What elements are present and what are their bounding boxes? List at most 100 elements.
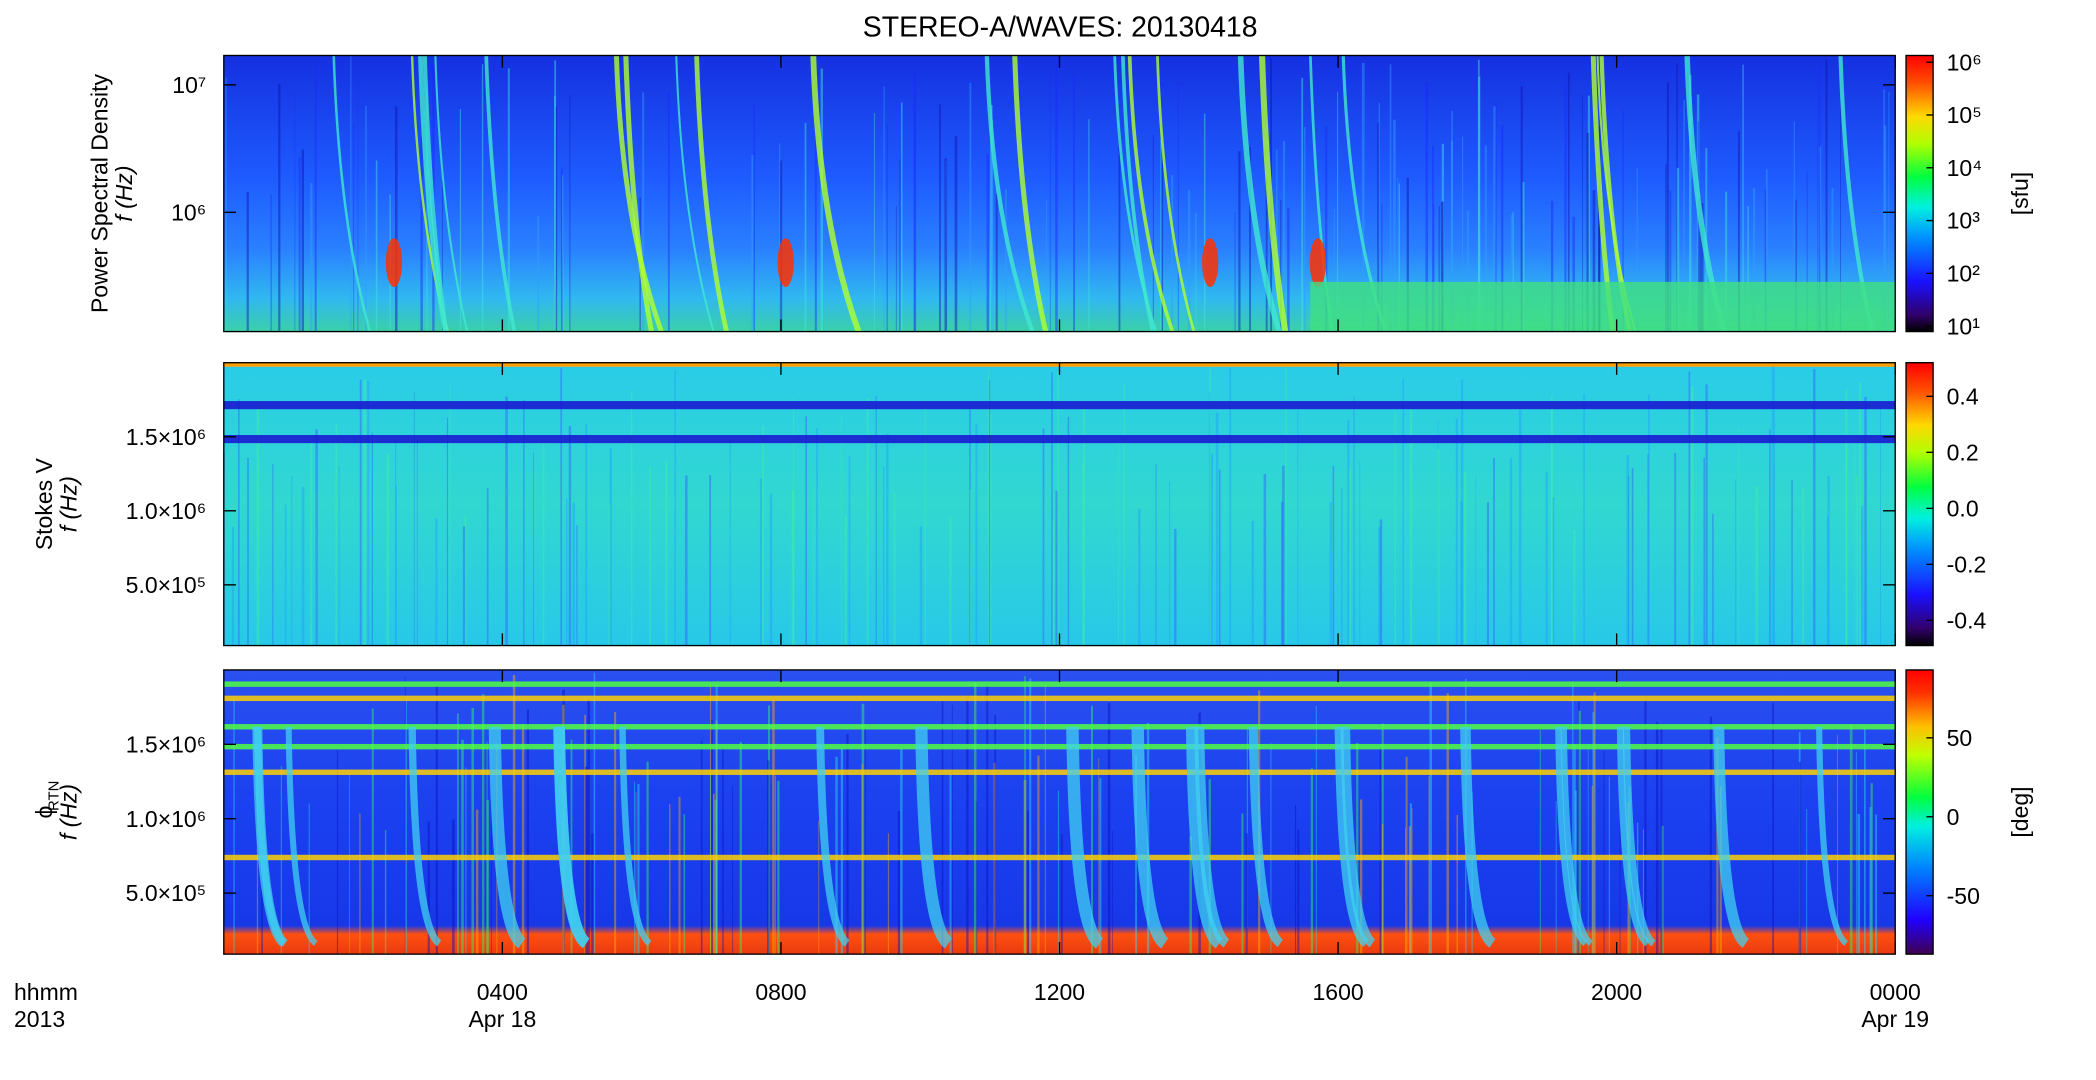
burst	[434, 55, 469, 332]
burst	[623, 55, 654, 333]
y-tick-label: 5.0×10⁵	[126, 572, 207, 598]
colorbar-tick-label: -50	[1947, 883, 1980, 909]
burst	[984, 55, 1035, 333]
burst	[385, 238, 403, 287]
y-tick-label: 1.0×10⁶	[126, 806, 206, 832]
burst	[1202, 238, 1219, 287]
x-tick-label: 0400	[477, 979, 528, 1005]
colorbar	[1905, 669, 1934, 955]
spectrogram-panel	[223, 362, 1896, 647]
y-axis-label: Power Spectral Density	[86, 74, 112, 314]
burst	[1012, 55, 1049, 333]
burst	[777, 238, 794, 287]
texture	[223, 695, 1896, 702]
burst	[619, 726, 652, 947]
burst	[285, 726, 318, 946]
burst	[1560, 726, 1593, 946]
burst	[816, 726, 850, 947]
burst	[1248, 726, 1284, 948]
burst	[1555, 726, 1588, 946]
colorbar-tick-label: 10⁵	[1947, 102, 1982, 128]
burst	[613, 55, 664, 333]
y-axis-unit: f (Hz)	[55, 784, 81, 840]
colorbar-tick-label: 0.0	[1947, 495, 1979, 521]
y-tick-label: 1.0×10⁶	[126, 498, 206, 524]
colorbar-tick-label: 0.4	[1947, 383, 1979, 409]
texture	[223, 401, 1896, 410]
y-axis-label-sub: RTN	[47, 781, 63, 811]
chart-title: STEREO-A/WAVES: 20130418	[863, 12, 1258, 44]
y-axis-unit: f (Hz)	[111, 165, 137, 221]
colorbar-tick-label: -0.4	[1947, 607, 1987, 633]
burst	[1713, 726, 1750, 948]
burst	[1460, 726, 1497, 948]
colorbar-label: [deg]	[2007, 786, 2033, 837]
colorbar-tick-label: -0.2	[1947, 551, 1987, 577]
spectrogram-panel	[223, 54, 1896, 333]
burst	[1194, 726, 1230, 948]
burst	[1127, 55, 1175, 333]
burst	[1185, 726, 1224, 949]
y-tick-label: 10⁷	[172, 72, 206, 98]
y-tick-label: 5.0×10⁵	[126, 880, 207, 906]
burst	[1121, 55, 1155, 332]
colorbar-tick-label: 10⁶	[1947, 49, 1982, 75]
burst	[1816, 726, 1849, 946]
x-tick-label: 1200	[1034, 979, 1085, 1005]
colorbar	[1905, 54, 1934, 333]
texture	[223, 681, 1896, 687]
burst	[1066, 726, 1104, 949]
spectrogram-panel	[223, 669, 1896, 955]
burst	[810, 55, 862, 333]
burst	[1616, 726, 1650, 947]
burst	[1334, 726, 1370, 947]
colorbar-tick-label: 10²	[1947, 260, 1981, 286]
burst	[418, 55, 448, 332]
burst	[1237, 55, 1282, 333]
x-tick-label: 0000	[1870, 979, 1921, 1005]
colorbar	[1905, 362, 1934, 647]
x-axis-label: hhmm	[14, 979, 78, 1005]
colorbar-tick-label: 0.2	[1947, 439, 1979, 465]
y-tick-label: 1.5×10⁶	[126, 424, 206, 450]
y-tick-label: 1.5×10⁶	[126, 731, 206, 757]
x-tick-label: 2000	[1591, 979, 1642, 1005]
burst	[332, 55, 372, 332]
x-date-label: Apr 19	[1861, 1006, 1929, 1032]
y-axis-unit: f (Hz)	[55, 476, 81, 532]
x-date-label: Apr 18	[468, 1006, 536, 1032]
texture	[223, 724, 1896, 730]
colorbar-tick-label: 50	[1947, 725, 1973, 751]
burst	[1622, 726, 1656, 947]
x-axis-label: 2013	[14, 1006, 65, 1032]
burst	[694, 55, 729, 333]
burst	[252, 726, 287, 947]
texture	[223, 769, 1896, 775]
burst	[1131, 726, 1169, 949]
burst	[1340, 726, 1376, 948]
x-tick-label: 1600	[1312, 979, 1363, 1005]
texture	[223, 854, 1896, 861]
y-axis-label: ϕ	[31, 806, 57, 819]
burst	[915, 726, 953, 949]
burst	[1309, 238, 1327, 287]
burst	[408, 726, 442, 947]
colorbar-label: [sfu]	[2007, 172, 2033, 215]
x-tick-label: 0800	[755, 979, 806, 1005]
colorbar-tick-label: 10¹	[1947, 313, 1981, 339]
burst	[484, 55, 517, 332]
burst	[553, 726, 591, 949]
colorbar-tick-label: 0	[1947, 804, 1960, 830]
colorbar-tick-label: 10⁴	[1947, 155, 1982, 181]
spectrogram-image	[223, 362, 1896, 646]
burst	[675, 55, 715, 332]
texture	[223, 743, 1896, 750]
texture	[223, 435, 1896, 444]
burst	[488, 726, 526, 949]
y-axis-label: Stokes V	[31, 457, 57, 550]
burst	[1259, 55, 1289, 333]
y-tick-label: 10⁶	[171, 199, 206, 225]
texture	[1310, 281, 1896, 332]
colorbar-tick-label: 10³	[1947, 208, 1981, 234]
